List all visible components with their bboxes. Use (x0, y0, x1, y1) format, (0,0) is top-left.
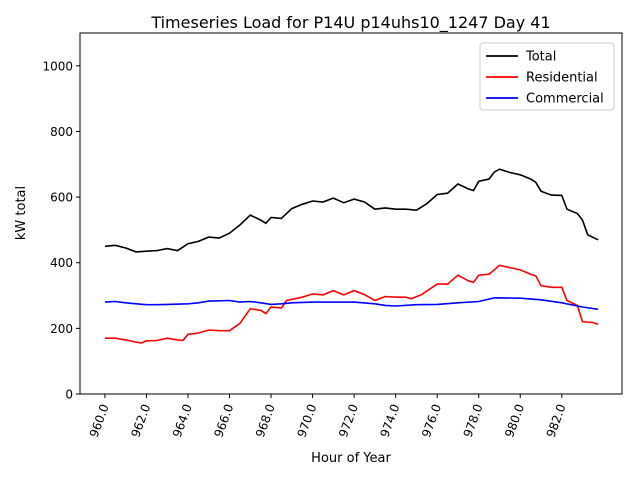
y-tick-label: 1000 (42, 59, 73, 73)
y-axis: 0 200 400 600 800 1000 (42, 59, 80, 402)
y-tick-label: 0 (65, 388, 73, 402)
y-tick-label: 200 (50, 322, 73, 336)
chart-title: Timeseries Load for P14U p14uhs10_1247 D… (150, 13, 550, 33)
y-axis-label: kW total (14, 186, 29, 240)
x-tick-label: 970.0 (294, 402, 319, 439)
x-tick-label: 960.0 (87, 402, 112, 439)
legend-label-residential: Residential (526, 71, 598, 86)
x-tick-label: 982.0 (544, 402, 569, 439)
x-tick-label: 968.0 (253, 402, 278, 439)
legend-label-commercial: Commercial (526, 92, 604, 107)
y-tick-label: 800 (50, 125, 73, 139)
axes-frame (79, 32, 623, 395)
x-tick-label: 962.0 (128, 402, 153, 439)
y-tick-label: 600 (50, 191, 73, 205)
series-line-residential (104, 264, 599, 344)
x-tick-label: 976.0 (419, 402, 444, 439)
legend: Total Residential Commercial (479, 42, 615, 111)
x-tick-label: 974.0 (378, 402, 403, 439)
x-tick-label: 964.0 (170, 402, 195, 439)
x-tick-label: 978.0 (461, 402, 486, 439)
legend-box (479, 42, 615, 111)
x-tick-label: 966.0 (211, 402, 236, 439)
legend-label-total: Total (525, 50, 556, 65)
series-line-commercial (104, 296, 599, 311)
x-tick-label: 972.0 (336, 402, 361, 439)
x-tick-label: 980.0 (502, 402, 527, 439)
x-axis: 960.0 962.0 964.0 966.0 968.0 970.0 972.0 974.0… (87, 394, 569, 439)
y-tick-label: 400 (50, 256, 73, 270)
series-line-total (104, 168, 599, 253)
x-axis-label: Hour of Year (311, 451, 391, 466)
plot-area (104, 168, 599, 344)
